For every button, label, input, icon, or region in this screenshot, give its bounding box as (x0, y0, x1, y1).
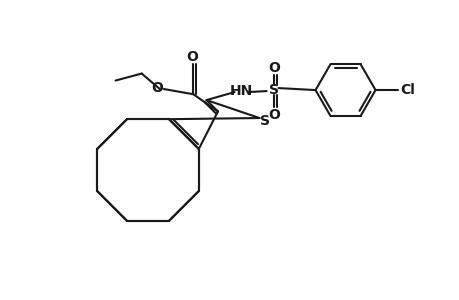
Text: O: O (268, 108, 280, 122)
Text: Cl: Cl (399, 83, 414, 97)
Text: O: O (186, 50, 198, 64)
Text: HN: HN (230, 84, 252, 98)
Text: O: O (151, 81, 162, 95)
Text: O: O (268, 61, 280, 75)
Text: S: S (259, 114, 269, 128)
Text: S: S (268, 83, 278, 97)
